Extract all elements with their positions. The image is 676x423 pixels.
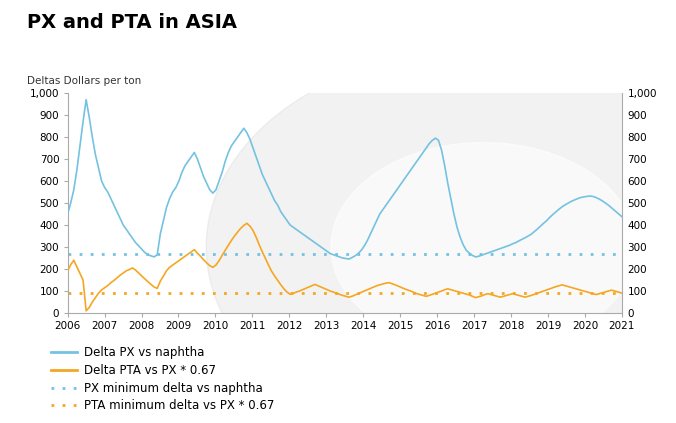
Text: PX and PTA in ASIA: PX and PTA in ASIA: [27, 13, 237, 32]
Ellipse shape: [206, 49, 676, 423]
Ellipse shape: [331, 143, 635, 352]
Text: Deltas Dollars per ton: Deltas Dollars per ton: [27, 76, 141, 86]
Legend: Delta PX vs naphtha, Delta PTA vs PX * 0.67, PX minimum delta vs naphtha, PTA mi: Delta PX vs naphtha, Delta PTA vs PX * 0…: [47, 341, 279, 417]
